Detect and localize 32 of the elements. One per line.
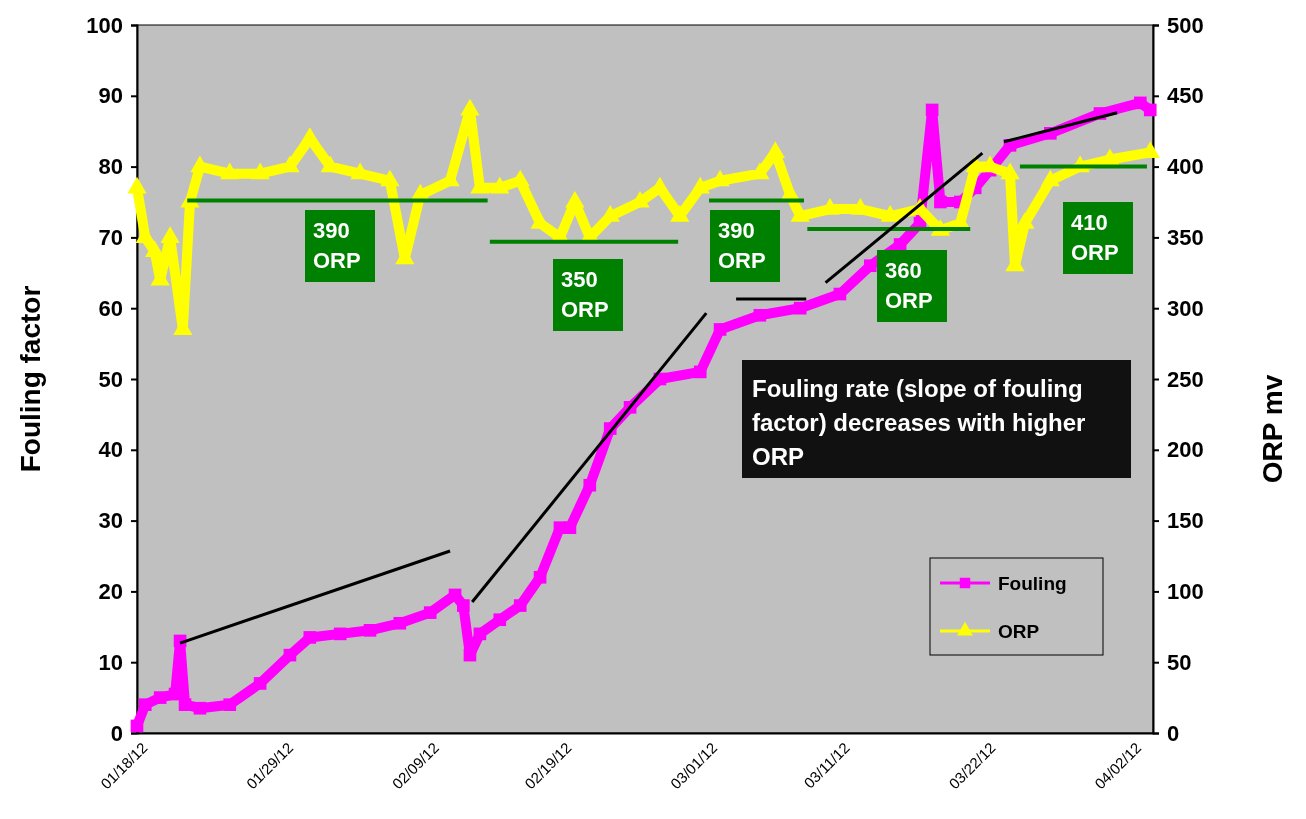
y2-tick-label: 350: [1167, 224, 1204, 250]
y-tick-label: 80: [98, 154, 123, 180]
y2-tick-label: 500: [1167, 12, 1204, 38]
y2-tick-label: 100: [1167, 578, 1204, 604]
y-tick-label: 100: [86, 12, 123, 38]
y-tick-label: 50: [98, 366, 123, 392]
y-tick-label: 0: [110, 720, 123, 746]
annotation: Fouling rate (slope of fouling factor) decreases with higher ORP: [752, 375, 1086, 470]
y2-axis-title: ORP mv: [1257, 374, 1288, 484]
y2-tick-label: 0: [1167, 720, 1180, 746]
y-tick-label: 90: [98, 83, 123, 109]
y2-tick-label: 150: [1167, 508, 1204, 534]
annotation: 410 ORP: [1071, 210, 1119, 265]
annotation: 390 ORP: [313, 218, 361, 273]
y-tick-label: 60: [98, 295, 123, 321]
y2-tick-label: 400: [1167, 154, 1204, 180]
y2-tick-label: 300: [1167, 295, 1204, 321]
y2-tick-label: 250: [1167, 366, 1204, 392]
y2-tick-label: 200: [1167, 437, 1204, 463]
y-tick-label: 30: [98, 508, 123, 534]
y-tick-label: 40: [98, 437, 123, 463]
annotation: 350 ORP: [561, 267, 609, 322]
annotation: 360 ORP: [885, 258, 933, 313]
y-axis-title: Fouling factor: [15, 285, 46, 473]
legend-label: Fouling: [998, 573, 1067, 594]
y2-tick-label: 450: [1167, 83, 1204, 109]
y-tick-label: 10: [98, 649, 123, 675]
annotation: 390 ORP: [718, 218, 766, 273]
y2-tick-label: 50: [1167, 649, 1192, 675]
y-tick-label: 70: [98, 224, 123, 250]
legend-label: ORP: [998, 621, 1040, 642]
y-tick-label: 20: [98, 578, 123, 604]
